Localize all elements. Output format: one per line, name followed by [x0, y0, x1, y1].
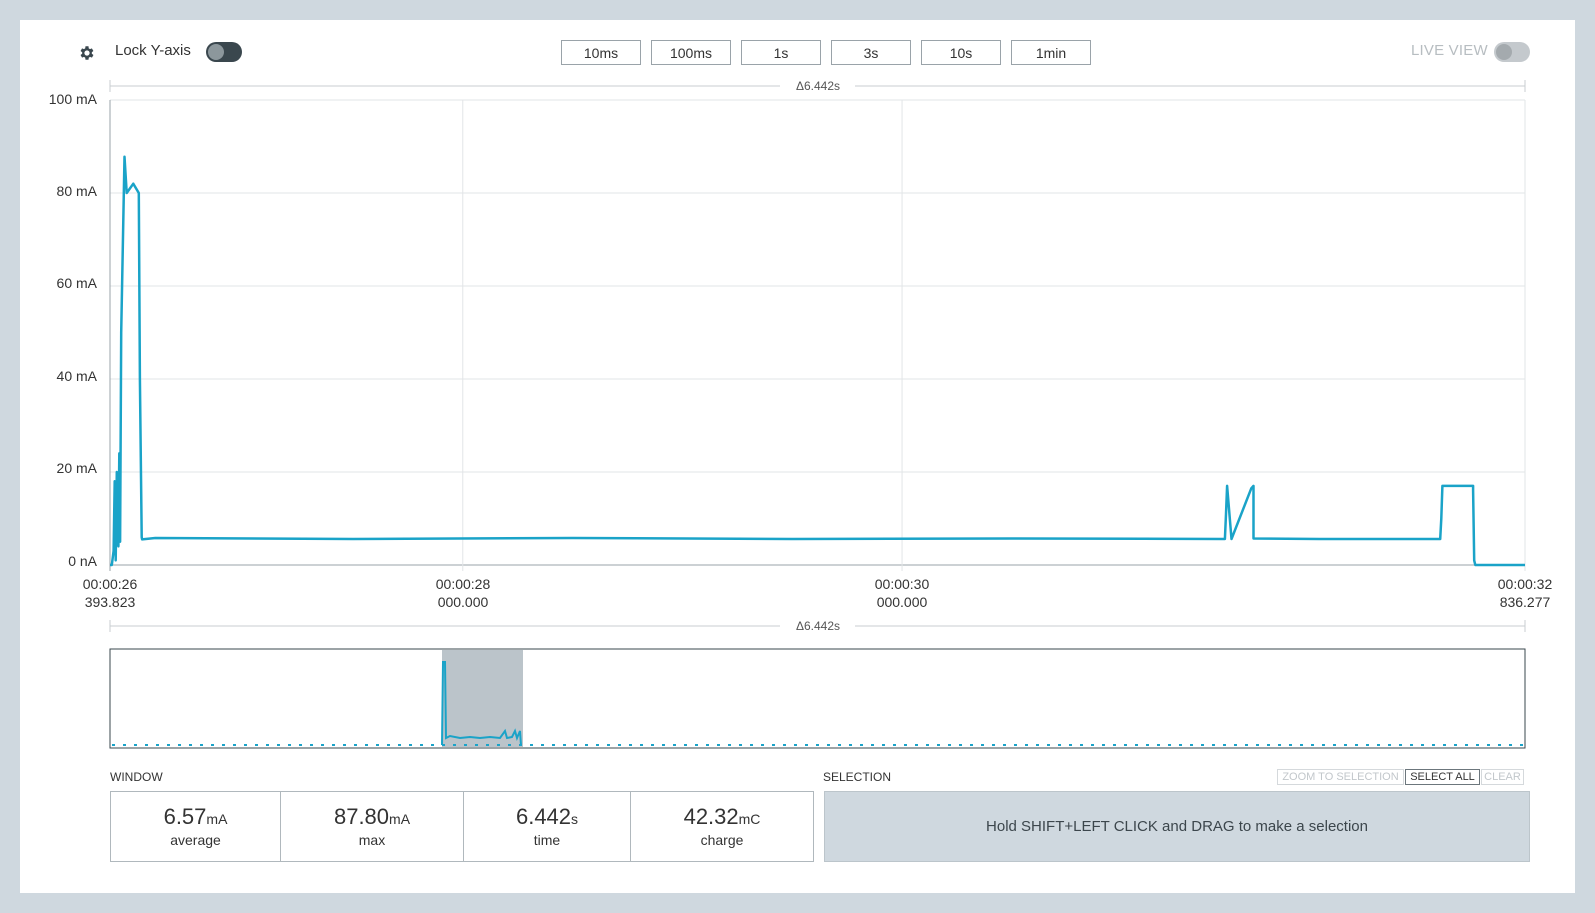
- zoom-3s-button[interactable]: 3s: [831, 40, 911, 65]
- stat-value: 42.32: [683, 804, 739, 829]
- x-tick-frac: 000.000: [877, 594, 928, 610]
- stat-unit: mC: [738, 811, 761, 827]
- stat-value: 6.442: [515, 804, 572, 829]
- toggle-knob: [208, 44, 224, 60]
- y-tick-label: 80 mA: [57, 183, 98, 199]
- zoom-1s-button[interactable]: 1s: [741, 40, 821, 65]
- zoom-to-selection-button[interactable]: ZOOM TO SELECTION: [1277, 769, 1404, 785]
- zoom-1min-button[interactable]: 1min: [1011, 40, 1091, 65]
- x-tick-time: 00:00:30: [875, 576, 930, 592]
- stat-average: 6.57mA average: [110, 791, 281, 862]
- stat-value: 6.57: [163, 804, 207, 829]
- stat-value: 87.80: [333, 804, 390, 829]
- lock-y-axis-label: Lock Y-axis: [115, 42, 191, 59]
- overview-window-highlight[interactable]: [442, 650, 523, 747]
- stat-label: max: [358, 832, 386, 848]
- delta-label-bottom: Δ6.442s: [796, 619, 840, 633]
- x-tick-frac: 000.000: [438, 594, 489, 610]
- selection-hint-text: Hold SHIFT+LEFT CLICK and DRAG to make a…: [986, 818, 1368, 835]
- stat-label: charge: [700, 832, 744, 848]
- stat-unit: s: [571, 811, 579, 827]
- x-tick-frac: 393.823: [85, 594, 136, 610]
- stat-label: average: [170, 832, 221, 848]
- live-view-label: LIVE VIEW: [1411, 42, 1488, 59]
- overview-navigator[interactable]: [109, 648, 1526, 749]
- delta-label-top: Δ6.442s: [796, 79, 840, 93]
- series-layer: [110, 155, 1525, 567]
- stat-time: 6.442s time: [463, 791, 631, 862]
- x-tick-frac: 836.277: [1500, 594, 1551, 610]
- x-tick-time: 00:00:28: [436, 576, 491, 592]
- stat-max: 87.80mA max: [280, 791, 464, 862]
- zoom-100ms-button[interactable]: 100ms: [651, 40, 731, 65]
- stat-unit: mA: [389, 811, 411, 827]
- clear-selection-button[interactable]: CLEAR: [1481, 769, 1524, 785]
- y-tick-label: 40 mA: [57, 368, 98, 384]
- stat-charge: 42.32mC charge: [630, 791, 814, 862]
- y-tick-label: 60 mA: [57, 275, 98, 291]
- overview-trace: [441, 661, 522, 746]
- selection-section-label: SELECTION: [823, 770, 892, 784]
- stat-unit: mA: [206, 811, 228, 827]
- lock-y-axis-toggle[interactable]: [206, 42, 242, 62]
- y-tick-label: 20 mA: [57, 460, 98, 476]
- x-tick-time: 00:00:26: [83, 576, 138, 592]
- y-tick-label: 100 mA: [49, 91, 98, 107]
- chart-grid: [109, 99, 1526, 571]
- top-delta-bracket: Δ6.442s: [109, 79, 1526, 93]
- live-view-toggle[interactable]: [1494, 42, 1530, 62]
- y-tick-label: 0 nA: [68, 553, 97, 569]
- settings-gear-icon[interactable]: [78, 44, 96, 62]
- select-all-button[interactable]: SELECT ALL: [1405, 769, 1480, 785]
- current-series-line: [110, 155, 1525, 567]
- selection-hint-box[interactable]: Hold SHIFT+LEFT CLICK and DRAG to make a…: [824, 791, 1530, 862]
- window-section-label: WINDOW: [110, 770, 163, 784]
- toggle-knob: [1496, 44, 1512, 60]
- zoom-10ms-button[interactable]: 10ms: [561, 40, 641, 65]
- stat-label: time: [533, 832, 561, 848]
- zoom-10s-button[interactable]: 10s: [921, 40, 1001, 65]
- bottom-delta-bracket: Δ6.442s: [109, 619, 1526, 633]
- x-tick-time: 00:00:32: [1498, 576, 1553, 592]
